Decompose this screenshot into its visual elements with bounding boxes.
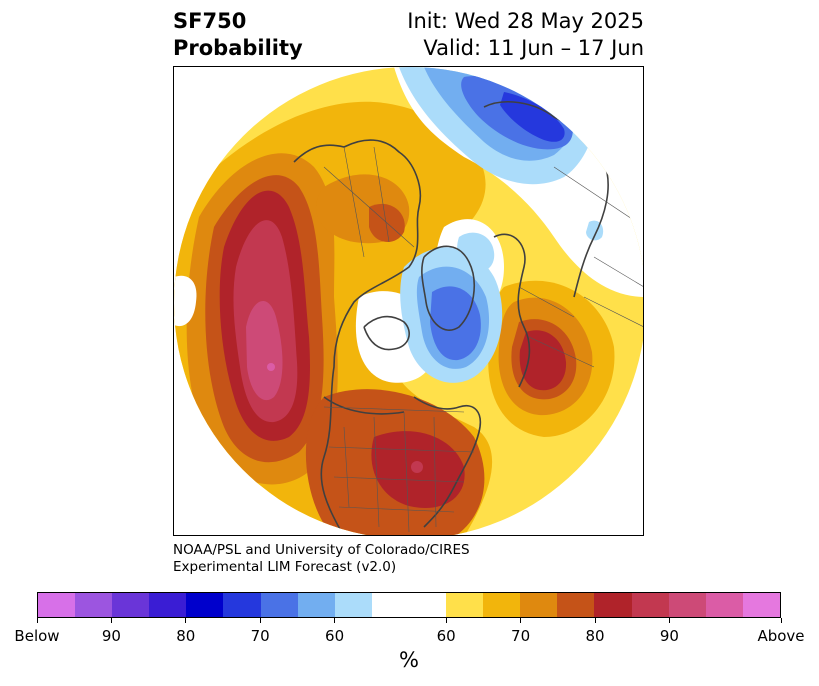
colorbar-segment-below-2	[112, 593, 150, 617]
colorbar-tick-mark	[445, 618, 447, 623]
colorbar-tick-mark	[520, 618, 522, 623]
colorbar-tick-label: 70	[250, 627, 270, 645]
colorbar-segment-above-5	[631, 593, 669, 617]
colorbar-tick-mark	[594, 618, 596, 623]
colorbar-tick-label: 60	[325, 627, 345, 645]
probability-map	[174, 67, 643, 535]
credit-block: NOAA/PSL and University of Colorado/CIRE…	[173, 542, 470, 576]
title-line-2: Probability	[173, 36, 303, 60]
country-borders	[323, 126, 643, 533]
colorbar-unit-label: %	[399, 648, 419, 672]
colorbar-segment-below-8	[334, 593, 372, 617]
colorbar-segment-below-5	[223, 593, 261, 617]
colorbar-tick-mark	[259, 618, 261, 623]
colorbar-segment-above-0	[446, 593, 484, 617]
credit-line-2: Experimental LIM Forecast (v2.0)	[173, 559, 397, 575]
colorbar-segment-below-3	[149, 593, 187, 617]
colorbar-segment-above-8	[742, 593, 780, 617]
shaded-fields	[174, 67, 643, 535]
colorbar-tick-mark	[668, 618, 670, 623]
colorbar-tick-label: 80	[585, 627, 605, 645]
colorbar-segment-below-7	[297, 593, 335, 617]
colorbar-tick-label: Above	[757, 627, 805, 645]
date-block: Init: Wed 28 May 2025 Valid: 11 Jun – 17…	[407, 8, 644, 62]
colorbar-tick-mark	[185, 618, 187, 623]
colorbar-segment-above-7	[705, 593, 743, 617]
colorbar-tick-label: 80	[176, 627, 196, 645]
colorbar-segment-below-1	[75, 593, 113, 617]
colorbar-tick-label: Below	[14, 627, 60, 645]
colorbar-tick-label: 70	[511, 627, 531, 645]
colorbar-segment-below-0	[38, 593, 76, 617]
colorbar-tick-mark	[334, 618, 336, 623]
colorbar-segment-above-3	[557, 593, 595, 617]
colorbar-tick-mark	[780, 618, 782, 623]
colorbar-segment-neutral	[371, 593, 447, 617]
colorbar-segment-above-2	[520, 593, 558, 617]
colorbar	[37, 592, 781, 618]
colorbar-segment-below-6	[260, 593, 298, 617]
colorbar-segment-above-4	[594, 593, 632, 617]
colorbar-tick-mark	[36, 618, 38, 623]
credit-line-1: NOAA/PSL and University of Colorado/CIRE…	[173, 542, 470, 558]
init-date: Init: Wed 28 May 2025	[407, 9, 644, 33]
title-line-1: SF750	[173, 9, 247, 33]
colorbar-tick-label: 60	[436, 627, 456, 645]
colorbar-segment-above-6	[668, 593, 706, 617]
colorbar-tick-label: 90	[101, 627, 121, 645]
map-panel	[173, 66, 644, 536]
colorbar-tick-label: 90	[659, 627, 679, 645]
title-block: SF750 Probability	[173, 8, 303, 62]
colorbar-segment-below-4	[186, 593, 224, 617]
colorbar-tick-mark	[110, 618, 112, 623]
valid-date: Valid: 11 Jun – 17 Jun	[423, 36, 644, 60]
colorbar-segment-above-1	[483, 593, 521, 617]
